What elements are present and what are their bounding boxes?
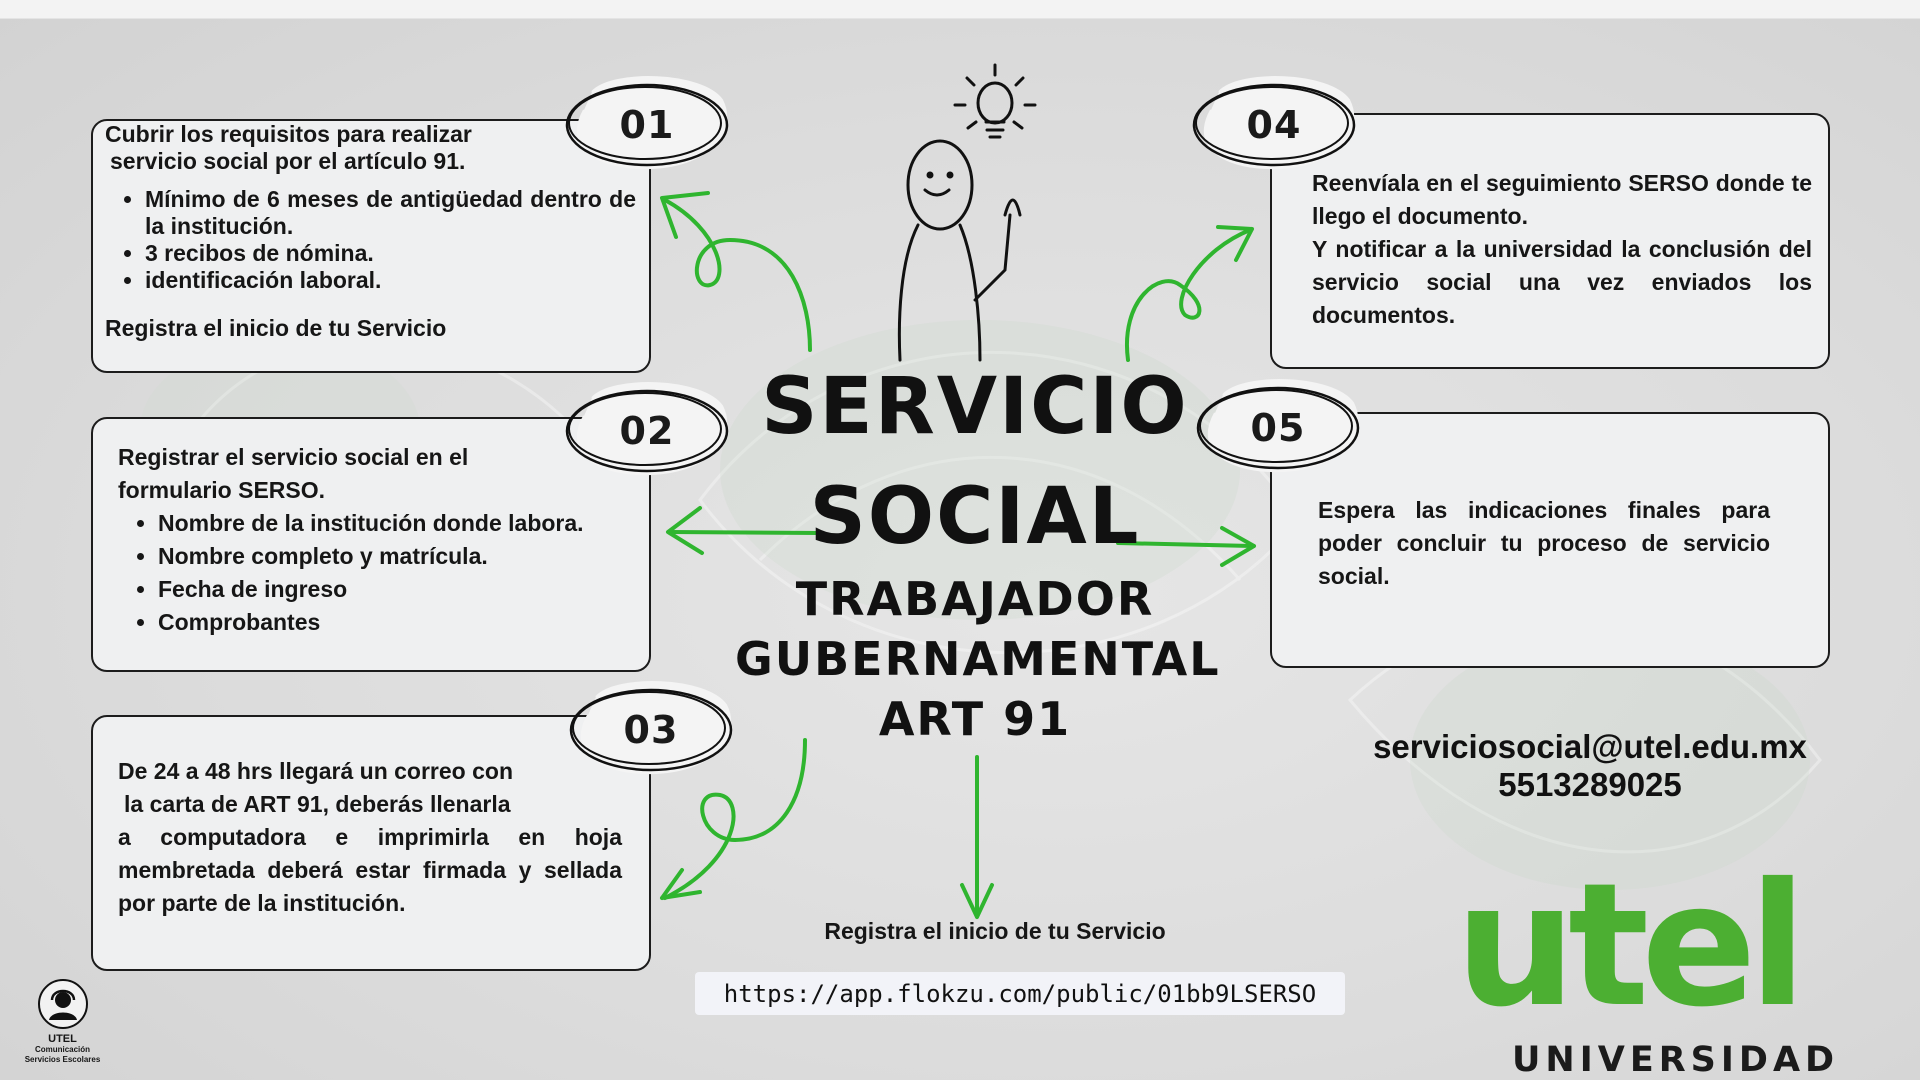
contact-email[interactable]: serviciosocial@utel.edu.mx [1373, 728, 1807, 765]
step-02-number: 02 [619, 409, 675, 453]
register-url-link[interactable]: https://app.flokzu.com/public/01bb9LSERS… [695, 972, 1345, 1015]
step-01-card: Cubrir los requisitos para realizar serv… [91, 119, 651, 373]
small-brand-caption-1: Comunicación [34, 1045, 91, 1054]
step-03-line2: la carta de ART 91, deberás llenarla [124, 791, 511, 817]
contact-phone: 5513289025 [1498, 766, 1682, 803]
step-04-text2: Y notificar a la universidad la conclusi… [1312, 236, 1812, 328]
step-01-bullet: identificación laboral. [145, 267, 636, 294]
step-05-card: Espera las indicaciones finales para pod… [1270, 412, 1830, 668]
subtitle-line2: GUBERNAMENTAL [735, 632, 1221, 686]
top-strip [0, 0, 1920, 19]
register-url-text[interactable]: https://app.flokzu.com/public/01bb9LSERS… [723, 979, 1317, 1008]
step-03-card: De 24 a 48 hrs llegará un correo con la … [91, 715, 651, 971]
step-03-number-badge: 03 [566, 675, 736, 785]
step-01-footer: Registra el inicio de tu Servicio [105, 315, 447, 341]
step-02-bullet: Nombre completo y matrícula. [158, 540, 636, 573]
subtitle-line3: ART 91 [878, 692, 1072, 746]
step-02-card: Registrar el servicio social en el formu… [91, 417, 651, 672]
person-with-lightbulb-icon [897, 63, 1037, 362]
step-01-bullet: 3 recibos de nómina. [145, 240, 636, 267]
step-01-number: 01 [619, 103, 675, 147]
step-02-bullet: Comprobantes [158, 606, 636, 639]
step-04-number: 04 [1246, 103, 1302, 147]
utel-logo: utel UNIVERSIDAD [1440, 847, 1920, 1080]
small-brand-logo: UTEL Comunicación Servicios Escolares [20, 978, 105, 1065]
subtitle-line1: TRABAJADOR [795, 572, 1155, 626]
step-03-number: 03 [623, 708, 679, 752]
contact-block: serviciosocial@utel.edu.mx 5513289025 [1340, 728, 1840, 804]
step-01-heading-line1: Cubrir los requisitos para realizar [105, 121, 472, 147]
step-04-card: Reenvíala en el seguimiento SERSO donde … [1270, 113, 1830, 369]
step-02-bullet: Nombre de la institución donde labora. [158, 507, 636, 540]
register-label: Registra el inicio de tu Servicio [824, 918, 1166, 944]
headset-user-icon [37, 979, 88, 1029]
step-04-number-badge: 04 [1189, 70, 1359, 180]
utel-logo-subtitle: UNIVERSIDAD [1512, 1040, 1840, 1080]
utel-logo-word: utel [1455, 847, 1807, 1045]
small-brand-name: UTEL [48, 1033, 77, 1045]
step-03-line1: De 24 a 48 hrs llegará un correo con [118, 758, 513, 784]
step-01-bullet: Mínimo de 6 meses de antigüedad dentro d… [145, 186, 636, 240]
title-line2: SOCIAL [809, 472, 1141, 562]
step-04-text1: Reenvíala en el seguimiento SERSO donde … [1312, 170, 1812, 229]
step-02-number-badge: 02 [562, 376, 732, 486]
step-01-number-badge: 01 [562, 70, 732, 180]
step-05-number-badge: 05 [1193, 373, 1363, 483]
small-brand-caption-2: Servicios Escolares [24, 1055, 101, 1064]
step-05-text: Espera las indicaciones finales para pod… [1318, 497, 1770, 589]
step-02-bullet: Fecha de ingreso [158, 573, 636, 606]
step-02-heading: Registrar el servicio social en el formu… [118, 444, 469, 503]
step-05-number: 05 [1250, 406, 1306, 450]
step-01-heading-line2: servicio social por el artículo 91. [110, 148, 466, 174]
step-03-rest: a computadora e imprimirla en hoja membr… [118, 824, 622, 916]
title-line1: SERVICIO [761, 362, 1189, 452]
